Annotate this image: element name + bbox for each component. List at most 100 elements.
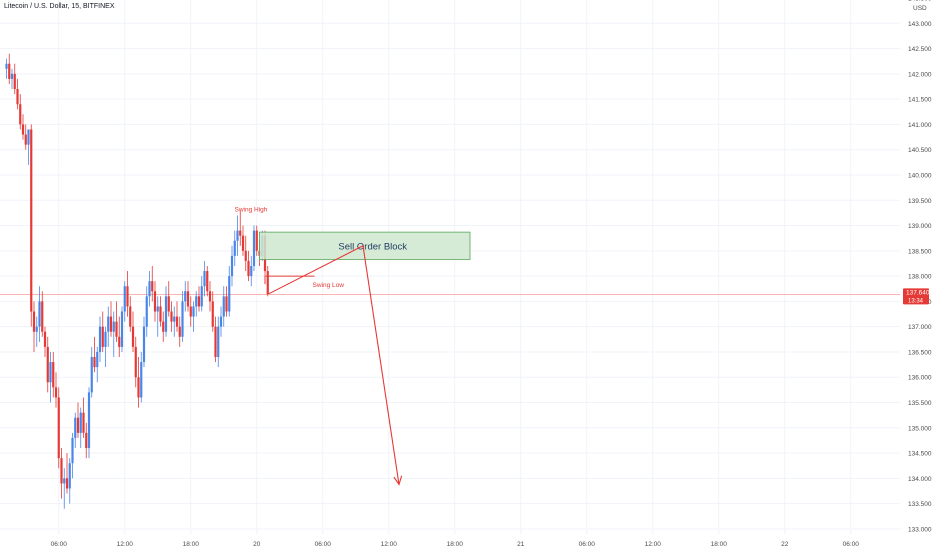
candle-body [49,362,52,383]
candle-body [214,326,217,358]
annotations: Swing High Swing Low Sell Order Block [235,206,471,486]
candle-body [145,296,148,327]
price-tick-label: 140.500 [908,147,932,154]
candle [112,311,115,358]
candle [24,124,27,150]
candle [184,281,187,312]
candle [173,306,176,337]
candle [98,316,102,363]
candle [126,271,129,317]
candle-body [173,316,176,322]
candle-body [247,260,250,277]
candle [123,281,126,322]
candle-body [181,301,184,337]
price-tick-label: 139.500 [908,198,932,205]
candle-body [54,387,58,398]
candle-body [43,331,47,347]
price-tick-label: 134.000 [908,476,932,483]
time-tick-label: 06:00 [51,541,68,548]
price-tick-label: 142.500 [908,46,932,53]
candle [93,336,96,373]
candle-body [164,296,168,332]
candle [195,291,198,317]
candle-body [126,286,129,307]
candle-body [76,417,80,433]
candle-body [63,478,66,484]
candle-body [255,230,258,251]
candle [211,291,214,332]
time-tick-label: 12:00 [117,541,134,548]
price-tick-label: 140.000 [908,172,932,179]
candle-body [104,331,107,347]
price-tick-label: 135.500 [908,400,932,407]
candle-body [211,301,214,327]
candle-body [225,296,228,312]
candle [65,453,69,494]
candle-body [85,432,88,449]
time-axis[interactable]: 06:00 12:00 18:00 20 06:00 12:00 18:00 21 06:00 1… [51,541,860,548]
price-tick-label: 137.000 [908,324,932,331]
candle-body [203,271,206,287]
candle [208,281,212,312]
candle [115,301,118,342]
symbol-title: Litecoin / U.S. Dollar, 15, BITFINEX [4,3,115,10]
candles [5,53,269,509]
candle-body [87,392,91,449]
candle [200,276,203,312]
candle [104,326,107,368]
candle-body [74,417,77,438]
candle [140,351,143,403]
candle [230,245,234,287]
candle-body [131,326,135,347]
time-tick-label: 12:00 [381,541,398,548]
candle-body [101,326,104,347]
candle [30,124,33,327]
candle-body [123,286,126,312]
candle [162,311,165,342]
candle [192,301,195,332]
candle-body [222,296,225,317]
candle [219,306,223,337]
candle-body [32,311,36,332]
candle-body [98,326,102,352]
candle [145,286,148,337]
candle [8,53,11,84]
time-tick-label: 06:00 [579,541,596,548]
candle-body [109,316,113,332]
candle [244,235,247,272]
candle [153,281,157,322]
candle-body [175,316,179,327]
candle-body [93,357,96,368]
time-tick-label: 22 [781,541,789,548]
candle [222,286,225,327]
candle [71,432,74,479]
price-axis[interactable]: 133.000 133.500 134.000 134.500 135.000 135.5… [903,0,932,533]
candle [178,316,181,347]
time-tick-label: 18:00 [183,541,200,548]
candle [266,266,269,297]
candle [82,397,85,438]
price-tick-label: 143.500 [908,0,932,3]
candle-body [10,73,14,79]
candle [170,301,173,332]
candle-body [82,412,85,433]
candle-body [266,271,269,295]
candle [206,266,209,297]
candle [203,260,206,297]
candle [233,230,236,266]
candle-body [178,326,181,337]
candle [247,250,250,282]
candle [52,351,55,398]
symbol-name: Litecoin / U.S. Dollar [4,3,68,10]
price-tick-label: 133.000 [908,526,932,533]
candle-body [57,397,60,459]
price-tick-label: 136.000 [908,375,932,382]
candle [107,306,110,347]
candle [131,311,135,352]
candle [189,296,192,327]
candle-body [129,306,132,327]
candle-body [241,235,245,251]
candle [236,215,239,256]
price-tick-label: 141.000 [908,122,932,129]
